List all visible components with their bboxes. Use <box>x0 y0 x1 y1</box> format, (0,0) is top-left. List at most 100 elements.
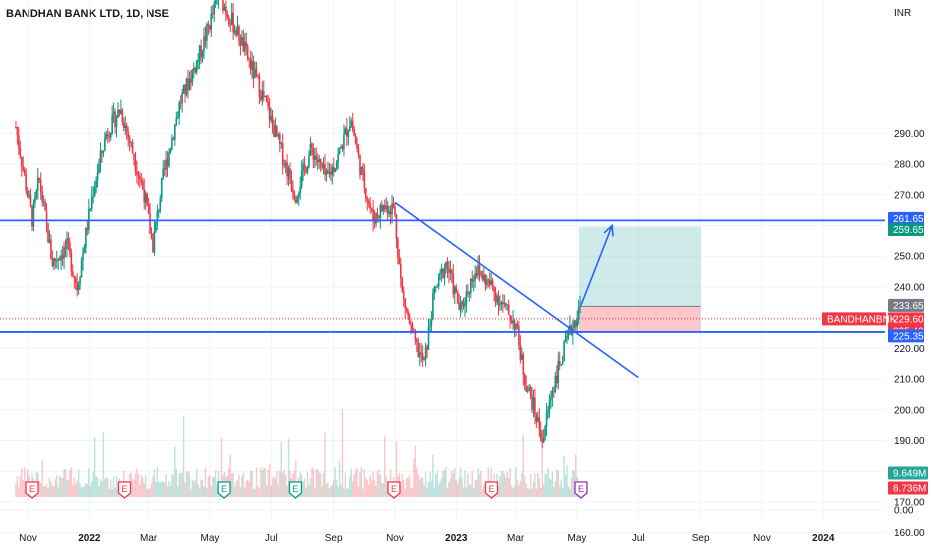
candle-body <box>474 273 476 280</box>
volume-bar <box>93 436 96 497</box>
volume-bar <box>185 471 188 497</box>
volume-bar <box>566 464 568 497</box>
volume-bar <box>416 467 418 497</box>
volume-bar <box>550 479 552 497</box>
volume-bar <box>373 480 376 497</box>
candle-body <box>242 36 245 52</box>
volume-bar <box>368 484 370 497</box>
candle-body <box>245 42 248 47</box>
volume-bar <box>413 458 415 497</box>
candle-body <box>123 121 125 128</box>
x-tick-label: 2024 <box>812 533 835 544</box>
candle-body <box>392 203 395 207</box>
candle-body <box>496 295 498 303</box>
candle-body <box>160 177 163 199</box>
earnings-event-label: E <box>292 484 298 494</box>
volume-bar <box>108 488 110 497</box>
volume-bar <box>198 487 201 497</box>
volume-bar <box>414 445 417 497</box>
volume-bar <box>375 485 377 497</box>
volume-bar <box>532 481 535 497</box>
candle-body <box>464 303 466 307</box>
candle-body <box>350 120 353 126</box>
candle-body <box>303 163 306 168</box>
volume-bar <box>350 468 352 497</box>
candle-body <box>168 152 170 167</box>
candle-body <box>171 138 173 150</box>
candle-body <box>436 286 439 288</box>
candle-body <box>264 96 267 98</box>
volume-bar <box>48 478 51 497</box>
volume-bar <box>38 481 40 497</box>
candle-body <box>182 84 185 93</box>
candle-body <box>128 137 131 143</box>
volume-bar <box>353 474 355 497</box>
volume-bar <box>244 487 246 497</box>
volume-bar <box>163 482 166 497</box>
target-arrow-head <box>603 223 614 237</box>
volume-bar <box>502 470 504 497</box>
candle-body <box>280 142 283 144</box>
candle-body <box>385 205 388 210</box>
volume-tag-bg <box>888 466 928 480</box>
candle-body <box>184 84 186 95</box>
candle-body <box>246 46 249 59</box>
volume-bar <box>318 472 320 497</box>
grid <box>0 0 885 534</box>
volume-bar <box>229 454 231 497</box>
earnings-event-label: E <box>391 484 397 494</box>
volume-bar <box>372 471 374 497</box>
volume-bar <box>263 468 265 497</box>
long-position-tool <box>578 226 701 332</box>
volume-bar <box>448 482 450 497</box>
volume-bar <box>524 475 526 497</box>
volume-bar <box>76 480 78 497</box>
volume-bar <box>50 481 52 497</box>
volume-bar <box>207 476 210 497</box>
candle-body <box>51 258 54 266</box>
volume-bar <box>545 474 548 497</box>
volume-bar <box>512 487 514 497</box>
candle-body <box>351 120 354 130</box>
candle-body <box>362 167 364 171</box>
volume-bar <box>88 468 90 497</box>
candle-body <box>300 170 303 187</box>
candle-body <box>258 76 261 97</box>
candle-body <box>125 125 128 132</box>
candle-body <box>222 0 224 11</box>
volume-bar <box>139 485 141 497</box>
volume-bar <box>196 468 198 497</box>
candle-body <box>223 6 226 11</box>
volume-bar <box>271 478 274 497</box>
candle-body <box>198 45 201 61</box>
volume-bar <box>338 460 341 497</box>
volume-bar <box>213 477 215 497</box>
candle-body <box>499 303 501 306</box>
volume-bar <box>365 477 367 497</box>
volume-bar <box>540 487 542 497</box>
candle-body <box>191 70 194 83</box>
candle-body <box>20 157 23 167</box>
candle-body <box>389 211 392 215</box>
candle-body <box>315 155 318 160</box>
volume-bar <box>331 484 333 497</box>
candle-body <box>459 302 462 310</box>
volume-bar <box>451 470 453 497</box>
volume-bar <box>541 432 543 497</box>
candle-body <box>147 204 150 214</box>
volume-bar <box>333 480 335 497</box>
volume-bar <box>445 467 447 497</box>
volume-bar <box>366 479 368 497</box>
candle-body <box>121 109 124 122</box>
volume-bar <box>57 487 59 497</box>
earnings-event-label: E <box>221 484 227 494</box>
candle-body <box>61 255 64 259</box>
candle-body <box>348 125 351 132</box>
volume-bar <box>470 485 472 497</box>
volume-bar <box>102 432 105 497</box>
volume-bar <box>554 481 557 497</box>
candle-body <box>395 215 398 239</box>
volume-bar <box>411 487 414 497</box>
volume-bar <box>410 487 412 497</box>
